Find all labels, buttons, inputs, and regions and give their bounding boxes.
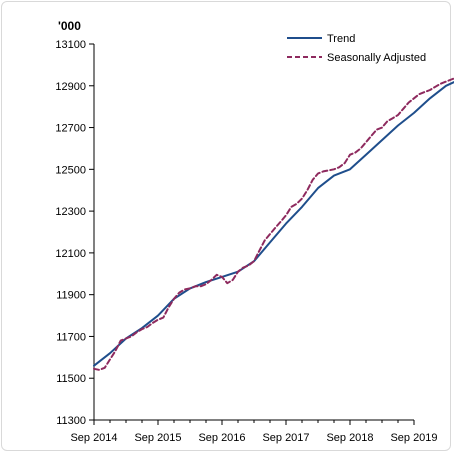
y-tick-label: 12100 [55,248,86,260]
y-tick-label: 11900 [56,290,86,302]
y-unit-label: '000 [58,19,81,33]
trend-line [93,81,454,367]
x-tick-label: Sep 2019 [390,432,437,444]
y-tick-label: 12500 [55,164,86,176]
y-tick-label: 12300 [55,206,86,218]
y-tick-label: 13100 [55,39,86,51]
axes: 11300 11500 11700 11900 12100 12300 12500 12700… [55,39,437,444]
y-tick-label: 11700 [56,331,86,343]
seasonally-adjusted-line [93,77,454,371]
x-tick-label: Sep 2017 [262,432,309,444]
x-tick-label: Sep 2014 [70,432,117,444]
y-tick-label: 11300 [56,415,86,427]
legend-trend-label: Trend [327,33,355,45]
x-tick-label: Sep 2018 [326,432,373,444]
y-tick-label: 11500 [56,373,86,385]
legend: Trend Seasonally Adjusted [287,33,426,64]
legend-seasonally-adjusted-label: Seasonally Adjusted [327,52,426,64]
series-lines [93,77,454,371]
x-tick-label: Sep 2015 [134,432,181,444]
y-tick-label: 12700 [55,123,86,135]
y-tick-label: 12900 [55,81,86,93]
x-tick-label: Sep 2016 [198,432,245,444]
